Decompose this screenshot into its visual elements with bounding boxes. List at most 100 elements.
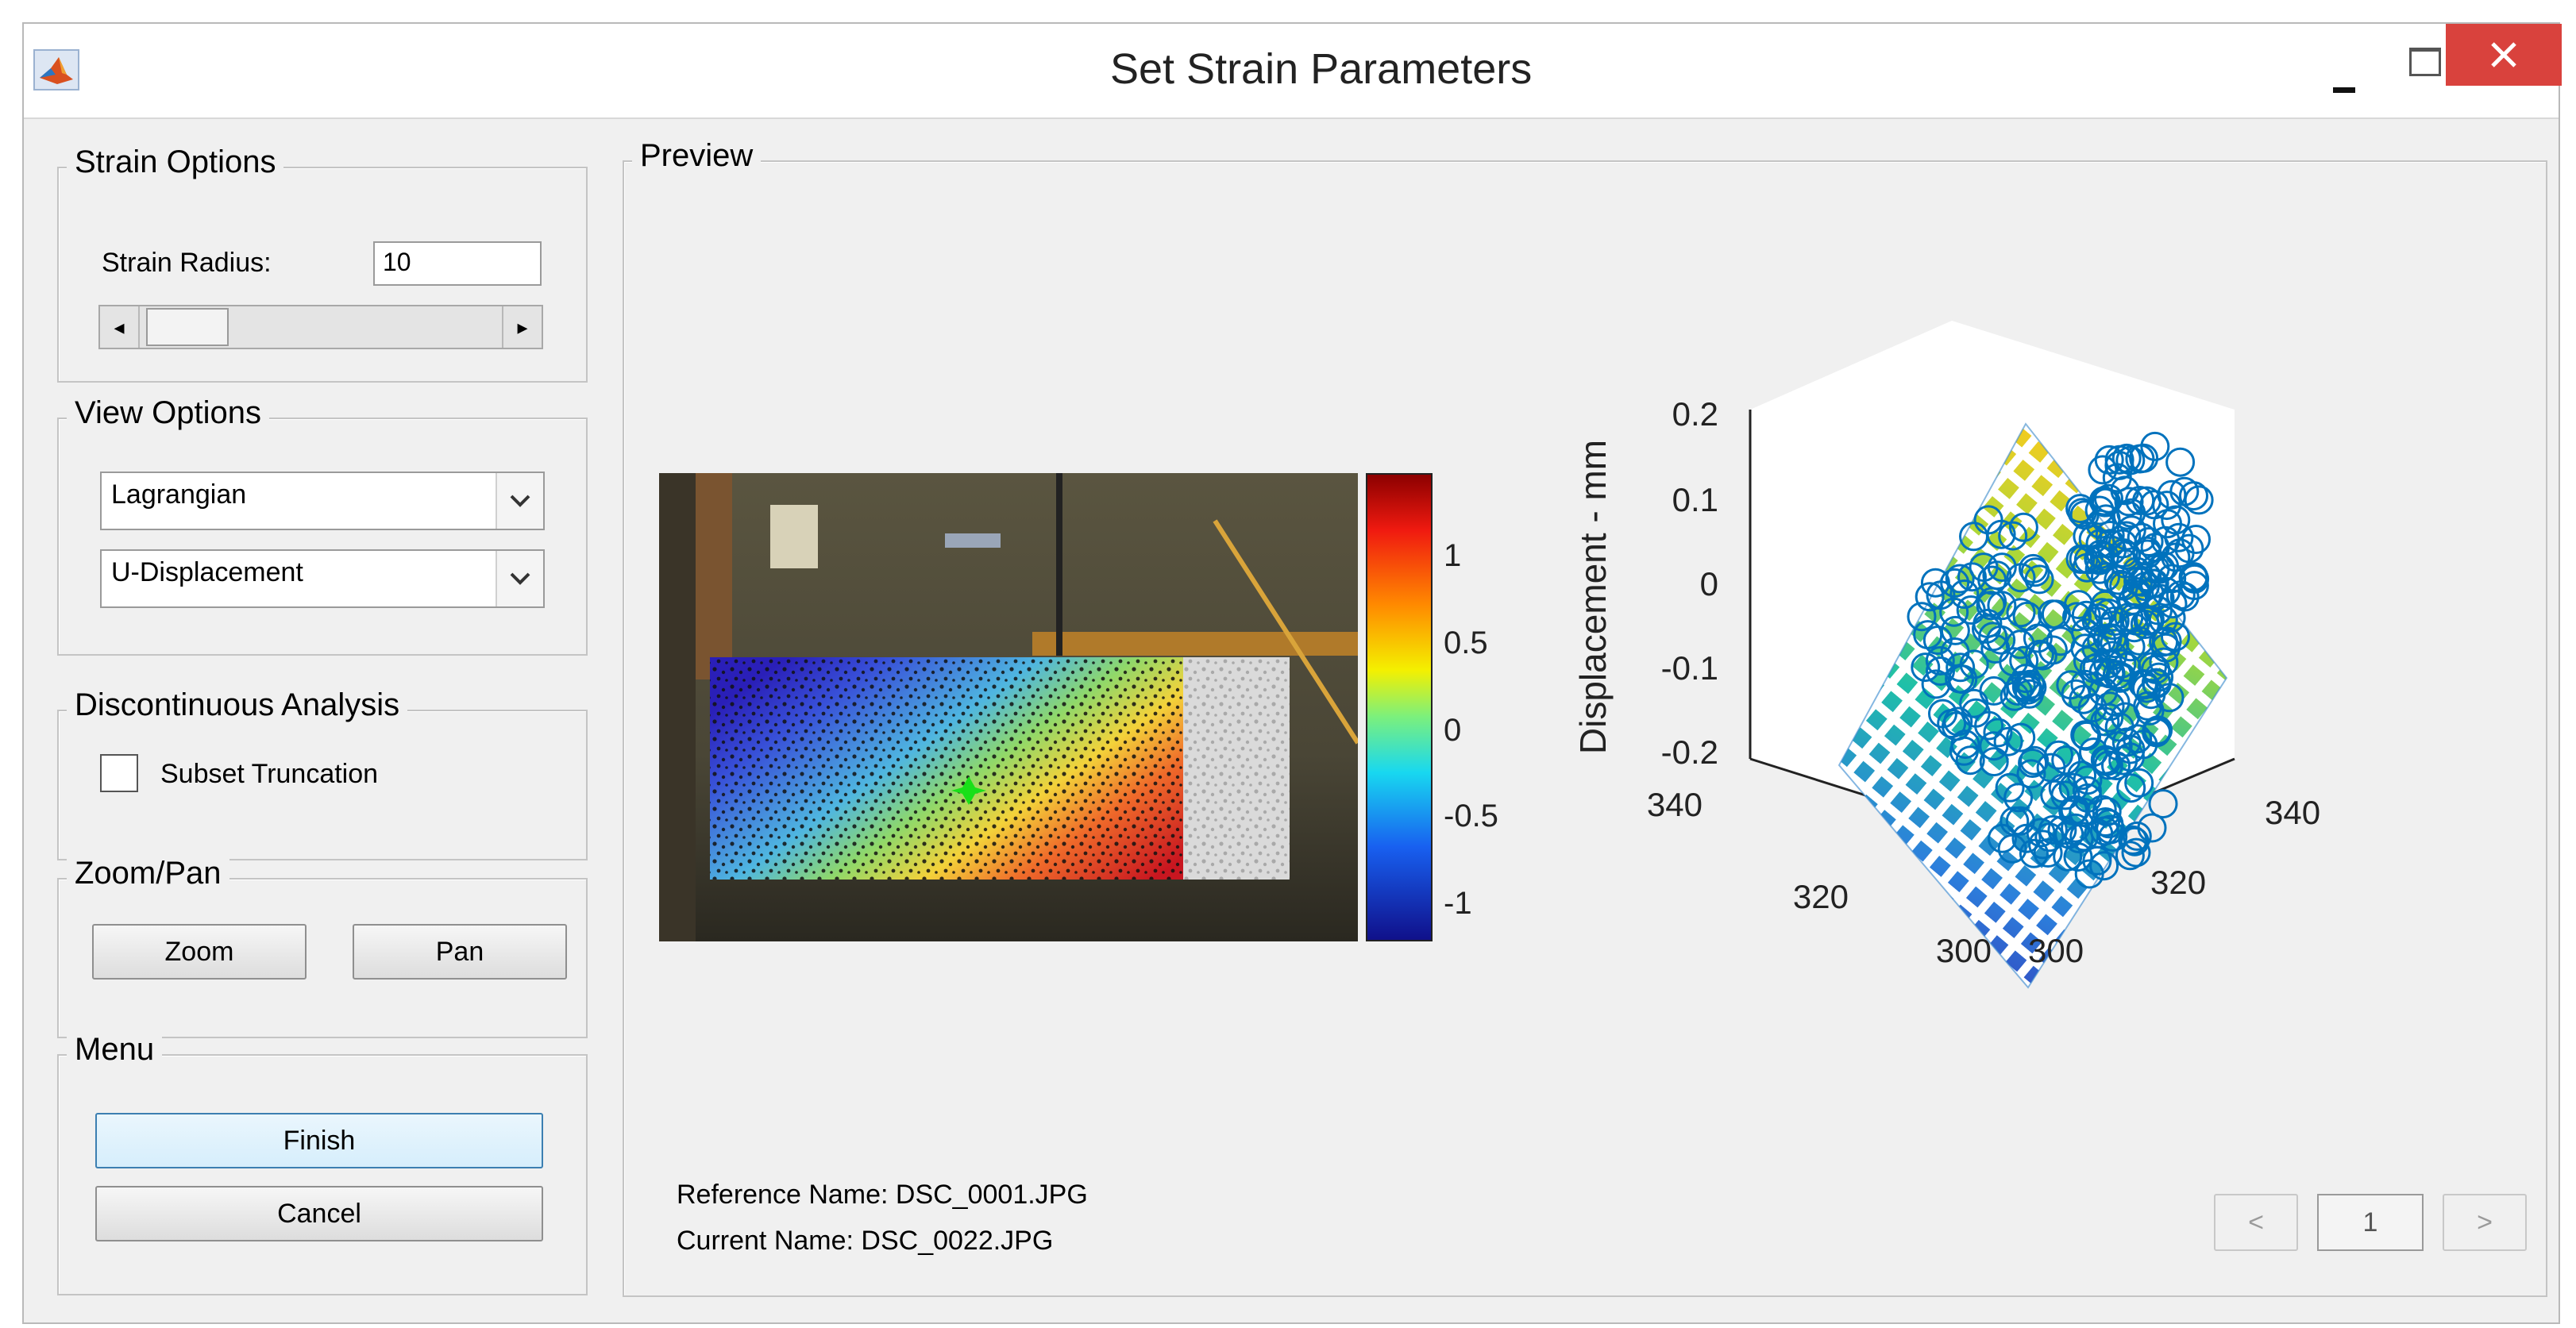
scatter-point xyxy=(2108,745,2138,776)
scatter-point xyxy=(1955,745,1985,776)
scatter-point xyxy=(1972,608,2003,638)
scatter-point xyxy=(2069,822,2100,852)
scatter-point xyxy=(1983,718,2013,748)
scatter-point xyxy=(1915,582,1945,612)
scatter-point xyxy=(1987,591,2017,621)
scatter-point xyxy=(2062,602,2092,632)
scatter-point xyxy=(2134,605,2165,635)
scatter-point xyxy=(2033,838,2063,868)
scatter-point xyxy=(2019,553,2048,583)
scatter-point xyxy=(2089,541,2119,572)
scatter-point xyxy=(2044,740,2073,770)
scatter-point xyxy=(2019,838,2049,868)
scatter-point xyxy=(2090,745,2120,775)
colorbar-ticks: 1 0.5 0 -0.5 -1 xyxy=(1437,473,1533,941)
y-tick-label: 300 xyxy=(2028,932,2084,969)
scatter-point xyxy=(2121,837,2151,868)
scatter-point xyxy=(1939,597,1969,627)
display-quantity-value: U-Displacement xyxy=(111,557,303,587)
scatter-point xyxy=(2138,568,2168,599)
scatter-point xyxy=(2094,702,2124,733)
scatter-point xyxy=(2165,447,2196,477)
scatter-point xyxy=(2152,626,2182,656)
scatter-point xyxy=(1978,622,2008,652)
scatter-point xyxy=(2003,676,2033,706)
menu-panel: Menu Finish Cancel xyxy=(57,1032,588,1295)
scatter-point xyxy=(1920,568,1950,598)
scatter-point xyxy=(2017,672,2047,702)
colorbar-tick-label: 0 xyxy=(1444,713,1462,748)
zoom-button[interactable]: Zoom xyxy=(92,924,307,980)
scatter-point xyxy=(2027,641,2057,671)
colorbar-tick-label: 0.5 xyxy=(1444,626,1488,660)
scatter-point xyxy=(1959,649,1989,679)
reference-frame-dropdown[interactable]: Lagrangian xyxy=(100,472,545,530)
scatter-point xyxy=(2073,765,2103,795)
scatter-point xyxy=(2111,443,2142,473)
scatter-point xyxy=(2041,599,2071,629)
subset-truncation-checkbox[interactable] xyxy=(100,754,138,792)
finish-button[interactable]: Finish xyxy=(95,1113,543,1168)
cancel-button[interactable]: Cancel xyxy=(95,1186,543,1241)
page-number-field[interactable]: 1 xyxy=(2317,1194,2424,1251)
matlab-icon[interactable] xyxy=(33,49,79,90)
scatter-point xyxy=(2084,603,2114,633)
chevron-down-icon[interactable] xyxy=(496,473,543,529)
scatter-point xyxy=(2067,760,2097,791)
scatter-point xyxy=(2140,554,2170,584)
z-tick-label: 0.1 xyxy=(1672,481,1718,518)
strain-radius-slider[interactable]: ◂ ▸ xyxy=(98,305,543,349)
minimize-icon[interactable] xyxy=(2328,64,2360,95)
view-options-panel: View Options Lagrangian U-Displacement xyxy=(57,395,588,656)
scatter-point xyxy=(2071,600,2101,630)
x-tick-label: 320 xyxy=(1793,878,1849,915)
slider-left-arrow[interactable]: ◂ xyxy=(100,306,140,348)
displacement-overlay-image xyxy=(659,473,1360,941)
scatter-point xyxy=(2088,455,2118,485)
scatter-point xyxy=(2181,525,2211,554)
scatter-point xyxy=(1926,656,1955,686)
scatter-point xyxy=(2133,691,2163,721)
scatter-point xyxy=(1995,772,2025,803)
close-button[interactable] xyxy=(2446,24,2562,86)
scatter-point xyxy=(2138,652,2167,682)
zoom-pan-legend: Zoom/Pan xyxy=(67,856,229,891)
scatter-point xyxy=(2091,562,2120,592)
discontinuous-analysis-panel: Discontinuous Analysis Subset Truncation xyxy=(57,687,588,860)
scatter-point xyxy=(2111,727,2142,757)
chevron-down-icon[interactable] xyxy=(496,551,543,606)
colorbar xyxy=(1366,473,1433,941)
preview-legend: Preview xyxy=(632,138,762,174)
next-page-button[interactable]: > xyxy=(2443,1194,2527,1251)
displacement-3d-plot: 0.2 0.1 0 -0.1 -0.2 Displacement - mm 34… xyxy=(1572,321,2320,989)
slider-right-arrow[interactable]: ▸ xyxy=(502,306,542,348)
reference-name-text: Reference Name: DSC_0001.JPG xyxy=(677,1180,1088,1210)
strain-radius-input[interactable]: 10 xyxy=(373,241,542,286)
scatter-point xyxy=(2178,562,2208,591)
scatter-point xyxy=(2100,687,2131,717)
current-name-text: Current Name: DSC_0022.JPG xyxy=(677,1226,1054,1256)
slider-thumb[interactable] xyxy=(146,308,229,346)
previous-page-button[interactable]: < xyxy=(2214,1194,2298,1251)
zoom-pan-panel: Zoom/Pan Zoom Pan xyxy=(57,856,588,1038)
scatter-point xyxy=(2091,504,2121,534)
scatter-point xyxy=(2069,684,2099,714)
scatter-point xyxy=(2079,653,2109,683)
scatter-point xyxy=(2065,494,2096,524)
scatter-point xyxy=(2161,622,2190,652)
scatter-point xyxy=(1913,620,1943,650)
subset-truncation-label[interactable]: Subset Truncation xyxy=(160,759,379,789)
display-quantity-dropdown[interactable]: U-Displacement xyxy=(100,549,545,608)
scatter-point xyxy=(2072,721,2102,751)
scatter-point xyxy=(1948,664,1978,695)
scatter-point xyxy=(2093,750,2123,780)
scatter-point xyxy=(2006,598,2036,628)
view-options-legend: View Options xyxy=(67,395,269,431)
scatter-point xyxy=(2132,562,2162,592)
maximize-icon[interactable] xyxy=(2406,46,2441,78)
scatter-point xyxy=(1942,711,1971,741)
scatter-point xyxy=(2089,851,2119,881)
scatter-point xyxy=(2074,859,2104,889)
scatter-point xyxy=(2061,679,2091,709)
pan-button[interactable]: Pan xyxy=(353,924,567,980)
